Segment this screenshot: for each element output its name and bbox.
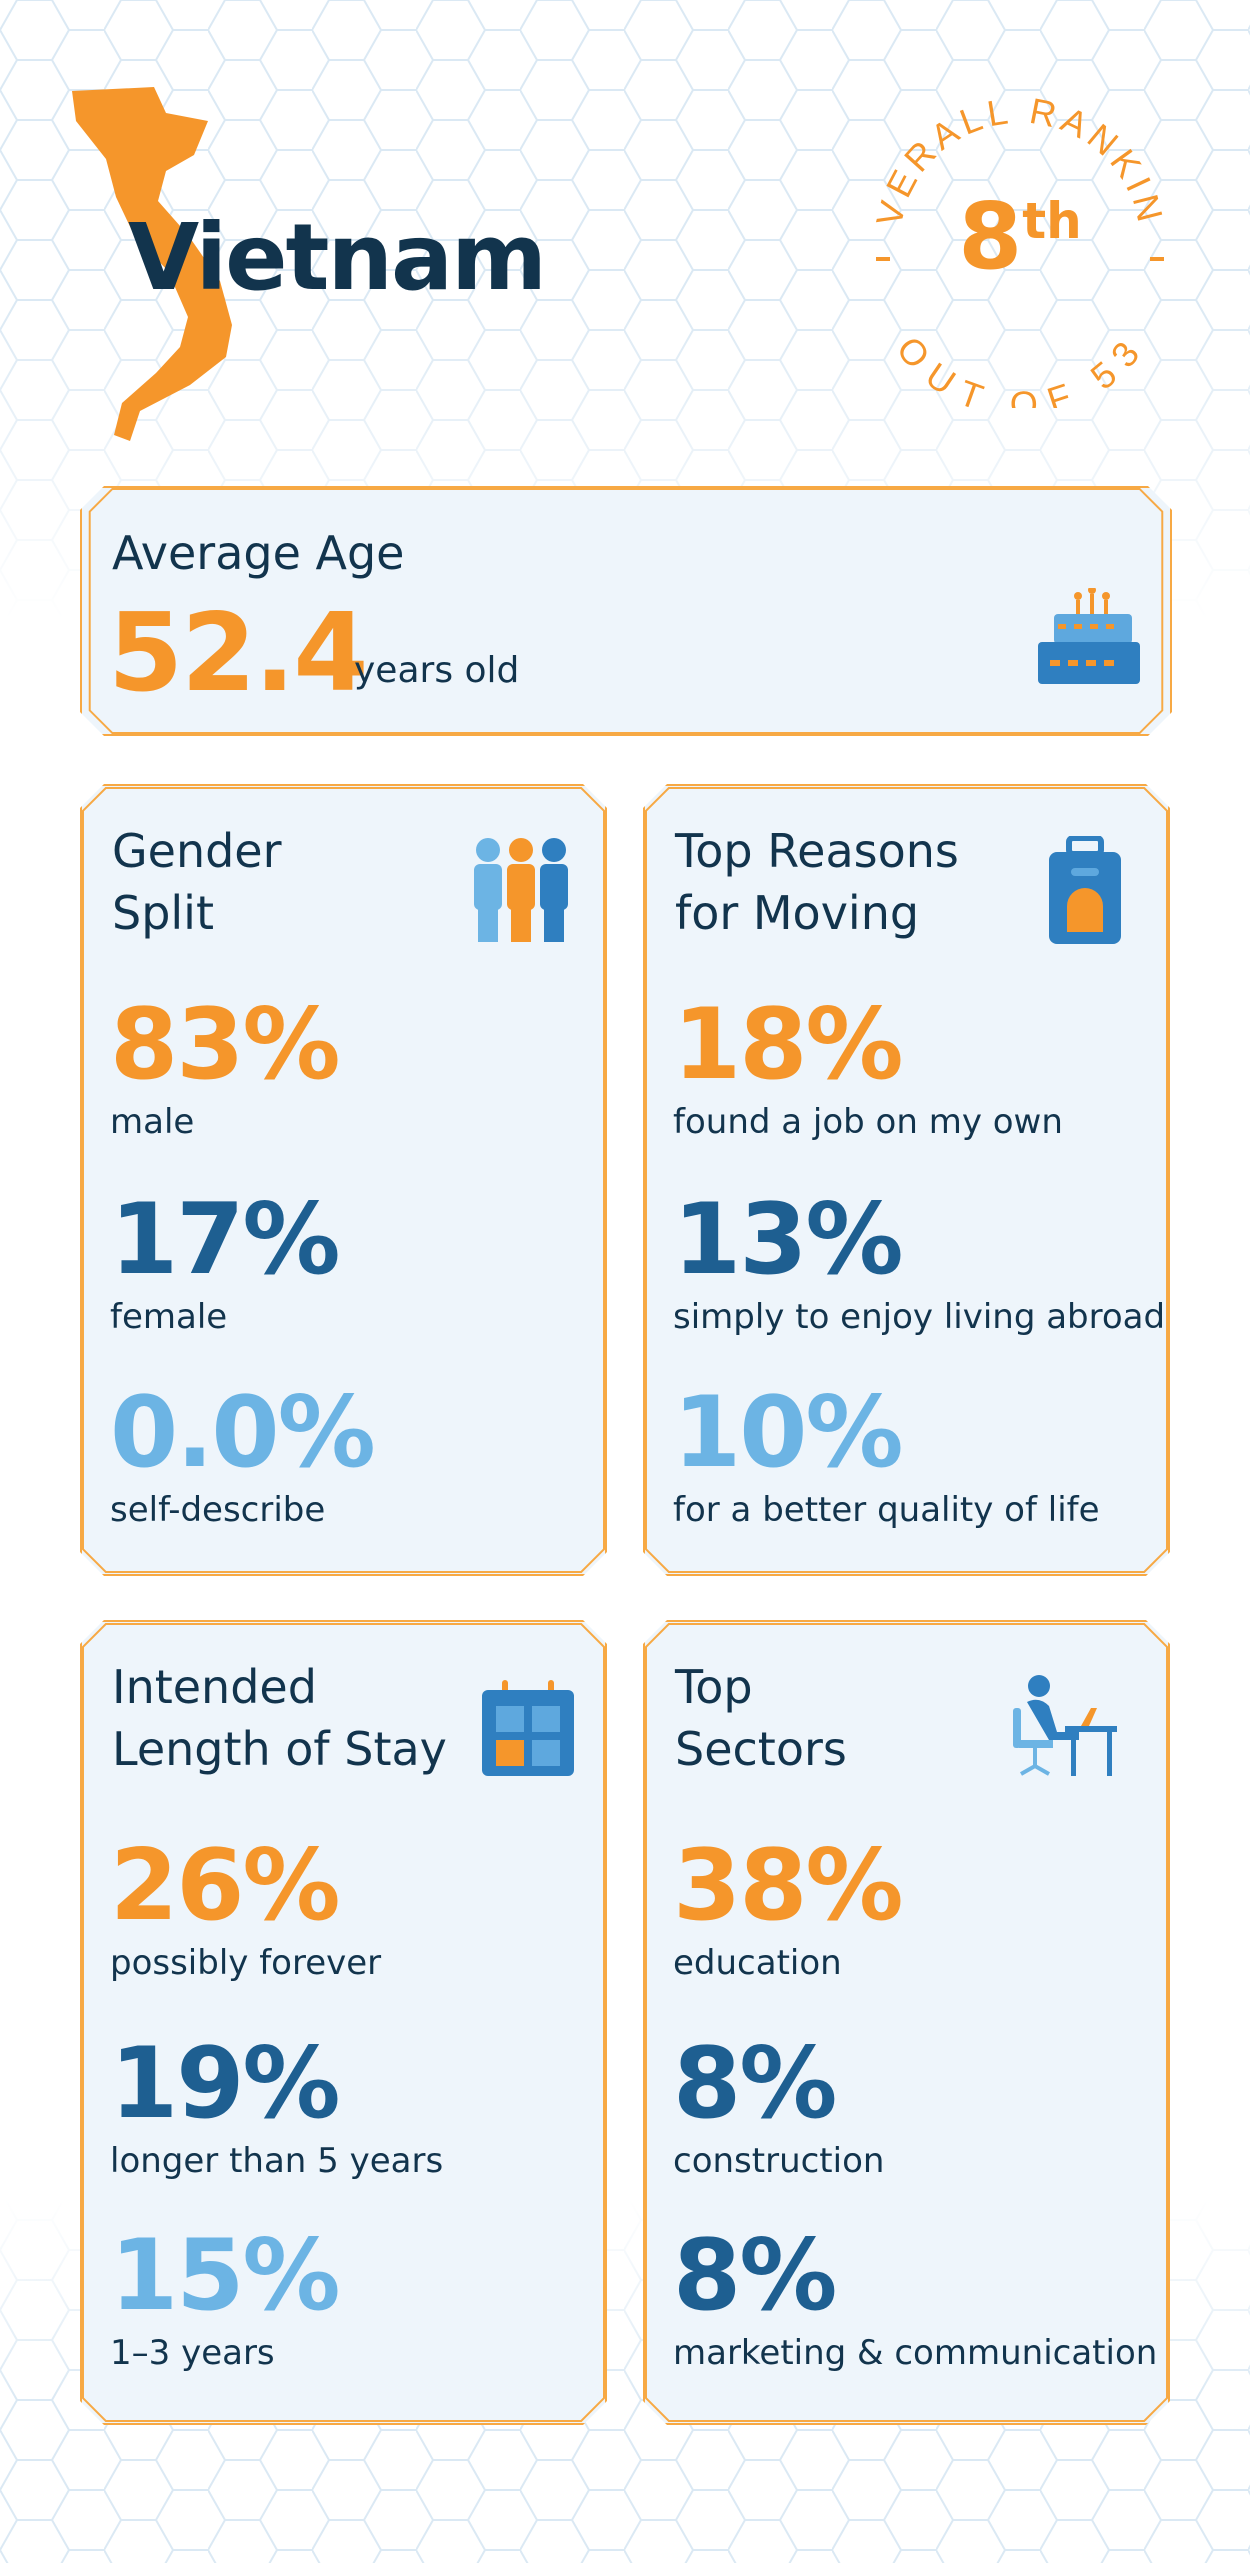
stat-label: female: [110, 1297, 228, 1337]
stat-label: found a job on my own: [673, 1102, 1063, 1142]
stat-label: longer than 5 years: [110, 2141, 444, 2181]
stat-value: 83%: [110, 988, 339, 1102]
reason-stat-3: 10% for a better quality of life: [673, 1384, 1100, 1530]
stat-value: 26%: [110, 1829, 339, 1943]
country-title: Vietnam: [128, 204, 547, 311]
stat-label: self-describe: [110, 1490, 326, 1530]
stay-stat-1: 26% possibly forever: [110, 1837, 381, 1983]
stat-value: 15%: [110, 2219, 339, 2333]
average-age-unit: years old: [354, 650, 520, 691]
suitcase-icon: [1045, 836, 1125, 946]
stat-label: simply to enjoy living abroad: [673, 1297, 1166, 1337]
gender-stat-self-describe: 0.0% self-describe: [110, 1384, 374, 1530]
stat-label: possibly forever: [110, 1943, 382, 1983]
stat-value: 18%: [673, 988, 902, 1102]
top-sectors-card: Top Sectors 38% education 8% constructio…: [643, 1620, 1170, 2425]
stay-stat-3: 15% 1–3 years: [110, 2227, 339, 2373]
gender-split-title: Gender Split: [112, 824, 282, 941]
stat-label: marketing & communication: [673, 2333, 1158, 2373]
stat-value: 17%: [110, 1183, 339, 1297]
people-icon: [468, 836, 574, 944]
sector-stat-1: 38% education: [673, 1837, 902, 1983]
top-reasons-card: Top Reasons for Moving 18% found a job o…: [643, 784, 1170, 1576]
average-age-value: 52.4: [108, 591, 367, 716]
ranking-arc-bottom-text: OUT OF 53: [889, 328, 1152, 408]
top-reasons-title: Top Reasons for Moving: [675, 824, 959, 941]
stat-label: education: [673, 1943, 842, 1983]
stat-value: 19%: [110, 2027, 339, 2141]
sector-stat-3: 8% marketing & communication: [673, 2227, 1157, 2373]
stat-label: male: [110, 1102, 195, 1142]
stat-value: 10%: [673, 1376, 902, 1490]
average-age-title: Average Age: [112, 526, 405, 580]
ranking-number: 8th: [958, 183, 1082, 290]
gender-split-card: Gender Split 83% male 17% female 0.0% se…: [80, 784, 607, 1576]
gender-stat-female: 17% female: [110, 1191, 339, 1337]
stat-label: construction: [673, 2141, 885, 2181]
reason-stat-1: 18% found a job on my own: [673, 996, 1063, 1142]
reason-stat-2: 13% simply to enjoy living abroad: [673, 1191, 1165, 1337]
stat-value: 38%: [673, 1829, 902, 1943]
overall-ranking-badge: OVERALL RANKING OUT OF 53 8th: [850, 68, 1167, 408]
stat-label: for a better quality of life: [673, 1490, 1100, 1530]
vietnam-map-icon: [72, 87, 232, 441]
sector-stat-2: 8% construction: [673, 2035, 884, 2181]
stat-value: 0.0%: [110, 1376, 374, 1490]
person-at-desk-icon: [1009, 1674, 1119, 1778]
gender-stat-male: 83% male: [110, 996, 339, 1142]
stat-value: 13%: [673, 1183, 902, 1297]
average-age-card: Average Age 52.4 years old: [80, 486, 1172, 736]
stat-value: 8%: [673, 2027, 836, 2141]
birthday-cake-icon: [1032, 588, 1142, 688]
top-sectors-title: Top Sectors: [675, 1660, 847, 1777]
stay-stat-2: 19% longer than 5 years: [110, 2035, 443, 2181]
length-of-stay-title: Intended Length of Stay: [112, 1660, 447, 1777]
calendar-icon: [480, 1680, 576, 1778]
stat-value: 8%: [673, 2219, 836, 2333]
length-of-stay-card: Intended Length of Stay 26% possibly for…: [80, 1620, 607, 2425]
stat-label: 1–3 years: [110, 2333, 275, 2373]
